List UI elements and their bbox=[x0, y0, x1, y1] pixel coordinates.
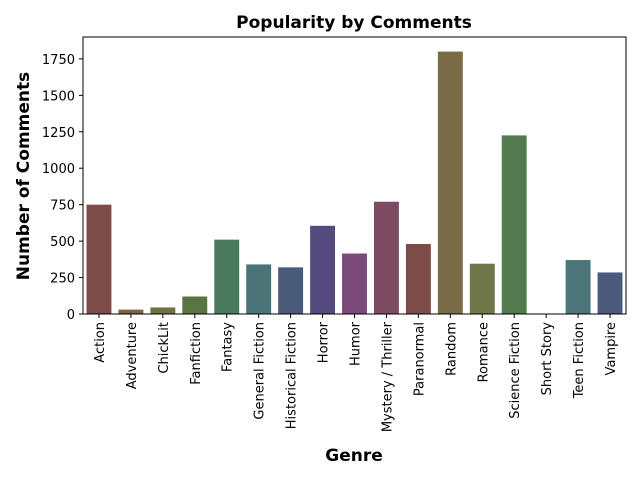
x-tick-label: Fantasy bbox=[221, 322, 236, 372]
bar-mystery-thriller bbox=[373, 201, 399, 314]
bar-historical-fiction bbox=[278, 267, 304, 314]
bar-science-fiction bbox=[501, 135, 527, 314]
x-tick-label: Mystery / Thriller bbox=[380, 321, 395, 432]
x-tick-label: Random bbox=[444, 322, 459, 376]
plot-frame bbox=[82, 36, 627, 315]
y-tick-label: 500 bbox=[50, 235, 75, 250]
y-axis-label: Number of Comments bbox=[14, 72, 34, 281]
x-tick-label: Science Fiction bbox=[508, 322, 523, 419]
bars-group bbox=[86, 51, 623, 314]
x-tick-label: ChickLit bbox=[157, 322, 172, 374]
bar-adventure bbox=[118, 309, 144, 314]
x-tick-label: Teen Fiction bbox=[572, 322, 587, 399]
x-tick-label: Fanfiction bbox=[189, 322, 204, 385]
bar-fantasy bbox=[214, 239, 240, 314]
y-tick-label: 0 bbox=[67, 308, 75, 323]
x-tick-label: Short Story bbox=[540, 322, 555, 396]
x-tick-label: Adventure bbox=[125, 322, 140, 389]
x-tick-label: General Fiction bbox=[253, 322, 268, 420]
y-axis: 0 250 500 750 1000 1250 1500 1750 bbox=[42, 53, 83, 323]
x-tick-label: Humor bbox=[349, 321, 364, 366]
bar-action bbox=[86, 204, 112, 314]
bar-romance bbox=[469, 263, 495, 314]
bar-random bbox=[437, 51, 463, 314]
x-tick-label: Paranormal bbox=[412, 322, 427, 396]
y-tick-label: 1000 bbox=[42, 162, 75, 177]
bar-paranormal bbox=[405, 244, 431, 314]
bar-fanfiction bbox=[182, 296, 208, 314]
bar-general-fiction bbox=[246, 264, 272, 314]
bar-humor bbox=[342, 253, 367, 314]
bar-teen-fiction bbox=[565, 260, 591, 314]
y-tick-label: 1750 bbox=[42, 53, 75, 68]
x-axis-label: Genre bbox=[325, 446, 383, 466]
bar-horror bbox=[310, 225, 336, 314]
x-tick-label: Action bbox=[93, 322, 108, 363]
y-tick-label: 750 bbox=[50, 199, 75, 214]
x-tick-label: Romance bbox=[476, 322, 491, 382]
y-tick-label: 250 bbox=[50, 272, 75, 287]
x-tick-label: Horror bbox=[317, 321, 332, 363]
x-tick-label: Vampire bbox=[604, 322, 619, 375]
x-tick-label: Historical Fiction bbox=[285, 322, 300, 429]
chart-title: Popularity by Comments bbox=[236, 13, 472, 33]
x-axis: Action Adventure ChickLit Fanfiction Fantasy… bbox=[93, 314, 619, 432]
y-tick-label: 1500 bbox=[42, 89, 75, 104]
y-tick-label: 1250 bbox=[42, 126, 75, 141]
bar-vampire bbox=[597, 272, 623, 314]
bar-chicklit bbox=[150, 307, 176, 314]
